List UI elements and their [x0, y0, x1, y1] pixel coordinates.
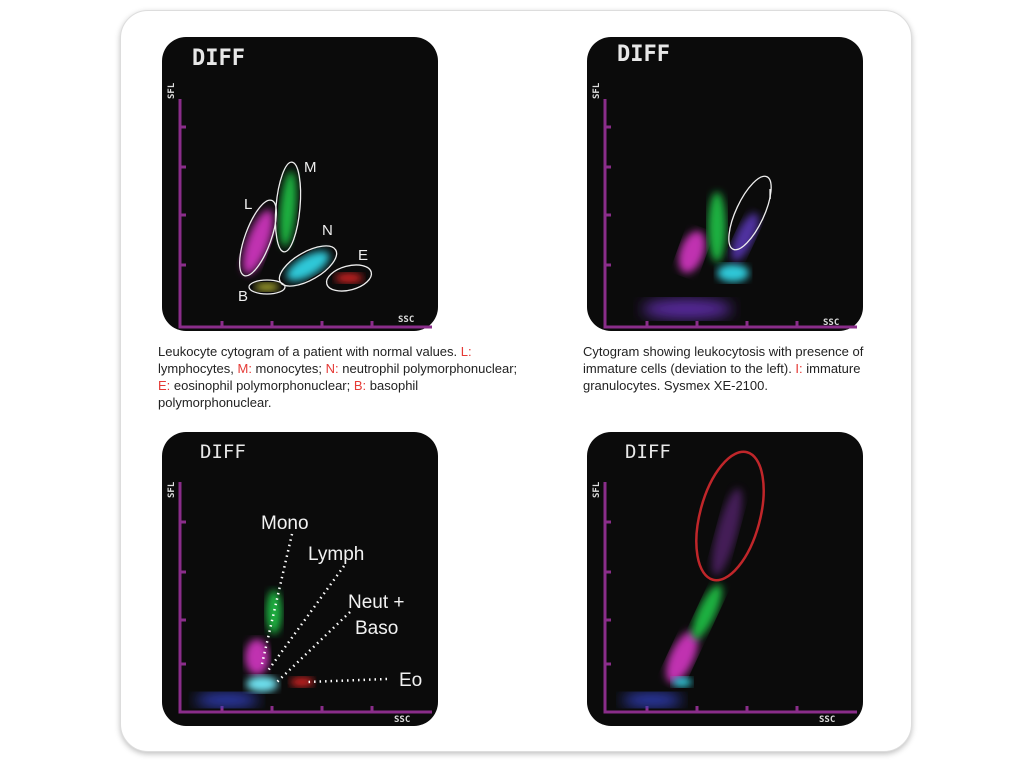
y-axis-label: SFL	[167, 481, 177, 498]
cluster-label: E	[358, 247, 368, 264]
x-axis-label: SSC	[398, 315, 414, 325]
caption-key: E:	[158, 378, 171, 393]
cluster-label: Eo	[399, 670, 422, 691]
caption-key: I:	[795, 361, 803, 376]
caption-text: eosinophil polymorphonuclear;	[170, 378, 354, 393]
caption-text: immature granulocytes. Sysmex XE-2100.	[583, 361, 861, 393]
caption-key: L:	[460, 344, 472, 359]
y-axis-label: SFL	[592, 481, 602, 498]
caption-text: Cytogram showing leukocytosis with prese…	[583, 344, 864, 376]
cluster-label: Baso	[355, 618, 398, 639]
caption: Cytogram showing leukocytosis with prese…	[583, 343, 898, 394]
caption-key: B:	[353, 378, 367, 393]
cluster-label: L	[244, 196, 252, 213]
cytogram: DIFF SFL SSC	[587, 432, 863, 726]
x-axis-label: SSC	[823, 318, 839, 328]
cluster-label: Mono	[261, 513, 309, 534]
caption-text: monocytes;	[251, 361, 326, 376]
caption-text: neutrophil polymorphonuclear;	[338, 361, 518, 376]
y-axis-label: SFL	[592, 82, 602, 99]
panel-title: DIFF	[625, 441, 671, 463]
caption-text: lymphocytes,	[158, 361, 238, 376]
cluster-label: B	[238, 288, 248, 305]
panel-title: DIFF	[192, 46, 245, 71]
cluster-label: I	[768, 186, 772, 203]
cluster-label: Neut +	[348, 592, 405, 613]
caption-key: M:	[237, 361, 252, 376]
panel-title: DIFF	[617, 42, 670, 67]
cluster-label: N	[322, 222, 333, 239]
cluster-label: M	[304, 159, 317, 176]
cytogram: DIFF SFL SSC I	[587, 37, 863, 331]
caption: Leukocyte cytogram of a patient with nor…	[158, 343, 523, 411]
panel-title: DIFF	[200, 441, 246, 463]
x-axis-label: SSC	[819, 715, 835, 725]
cluster-label: Lymph	[308, 544, 364, 565]
cytogram: DIFF SFL SSC L M N E B	[162, 37, 438, 331]
caption-key: N:	[325, 361, 339, 376]
caption-text: Leukocyte cytogram of a patient with nor…	[158, 344, 461, 359]
cytogram: DIFF SFL SSC Mono Lymph Neut + Baso Eo	[162, 432, 438, 726]
x-axis-label: SSC	[394, 715, 410, 725]
y-axis-label: SFL	[167, 82, 177, 99]
caption-text: basophil polymorphonuclear.	[158, 378, 419, 410]
